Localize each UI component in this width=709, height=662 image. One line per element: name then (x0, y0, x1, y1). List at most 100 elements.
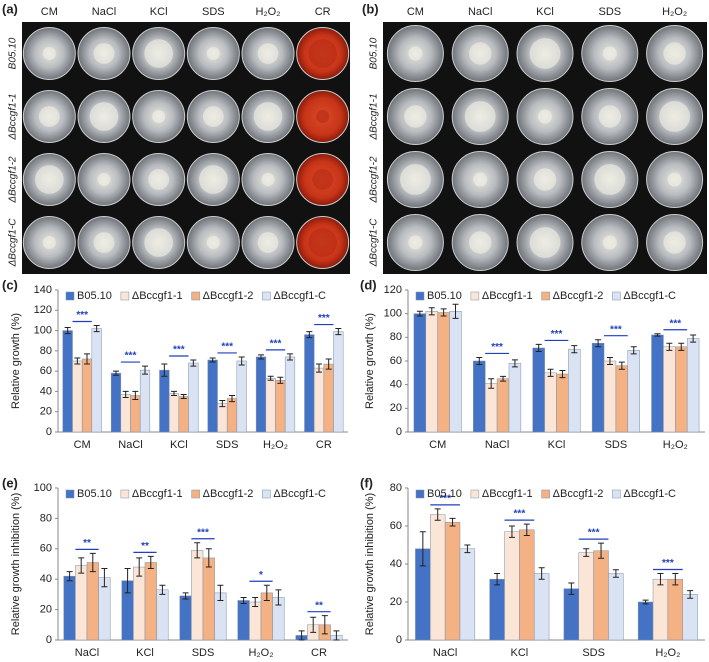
error-bar (113, 370, 119, 376)
significance-label: *** (588, 528, 600, 539)
bar (663, 346, 676, 433)
x-tick-label: CR (311, 647, 327, 659)
legend-swatch (541, 291, 550, 301)
bar (437, 312, 450, 433)
significance-label: ** (83, 538, 91, 549)
error-bar (476, 356, 483, 366)
colony (469, 42, 492, 65)
bar (130, 395, 141, 433)
error-bar (136, 557, 143, 577)
error-bar (66, 571, 73, 582)
column-label: SDS (598, 6, 621, 18)
y-tick-label: 0 (46, 634, 52, 646)
colony (253, 102, 283, 131)
y-tick-label: 80 (390, 331, 402, 343)
colony (93, 232, 115, 253)
column-label: NaCl (468, 6, 492, 18)
x-tick-label: KCl (170, 439, 188, 451)
panel-label: (d) (360, 277, 377, 292)
colony (35, 165, 64, 194)
error-bar (618, 361, 625, 370)
error-bar (464, 544, 471, 554)
y-tick-label: 40 (40, 385, 52, 397)
legend-swatch (262, 489, 271, 499)
x-tick-label: SDS (216, 439, 239, 451)
x-tick-label: NaCl (433, 647, 457, 659)
legend-swatch (612, 489, 621, 499)
colony (529, 227, 561, 258)
error-bar (606, 356, 613, 366)
legend-swatch (415, 291, 425, 301)
y-tick-label: 0 (396, 634, 402, 646)
y-tick-label: 60 (40, 365, 52, 377)
bar (284, 356, 296, 433)
error-bar (238, 356, 245, 366)
y-axis-label: Relative growth inhibition (%) (364, 493, 376, 635)
x-tick-label: KCl (511, 647, 529, 659)
bar (608, 573, 624, 641)
x-tick-label: CM (74, 439, 91, 451)
row-label: B05.10 (8, 37, 19, 69)
colony (206, 236, 220, 249)
error-bar (657, 573, 664, 586)
error-bar (171, 390, 177, 396)
error-bar (310, 616, 317, 633)
column-label: CR (315, 6, 331, 18)
error-bar (571, 345, 578, 354)
error-bar (568, 582, 575, 595)
legend-label: ΔBccgf1-C (623, 488, 676, 500)
x-tick-label: SDS (192, 647, 215, 659)
error-bar (440, 308, 447, 317)
error-bar (142, 365, 148, 375)
error-bar (190, 359, 197, 367)
error-bar (559, 369, 566, 379)
bar (255, 356, 267, 433)
significance-label: *** (270, 339, 282, 350)
y-tick-label: 20 (40, 406, 52, 418)
x-tick-label: H₂O₂ (263, 439, 288, 451)
bar (473, 360, 486, 433)
legend-label: ΔBccgf1-2 (553, 488, 604, 500)
legend-swatch (415, 489, 425, 499)
colony (400, 164, 431, 195)
bar (430, 514, 446, 641)
photo-background (22, 22, 350, 274)
error-bar (64, 327, 71, 335)
error-bar (205, 548, 212, 568)
bar (578, 552, 594, 641)
panel-label: (e) (2, 475, 18, 490)
colony (42, 236, 56, 249)
error-bar (630, 346, 637, 355)
legend-swatch (470, 489, 480, 499)
error-bar (263, 584, 270, 601)
bar (75, 565, 88, 641)
significance-label: *** (551, 329, 563, 340)
significance-label: *** (197, 527, 209, 538)
error-bar (488, 378, 495, 389)
error-bar (89, 552, 96, 573)
error-bar (538, 567, 545, 580)
error-bar (74, 357, 81, 365)
colony (659, 101, 690, 132)
colony (408, 46, 423, 61)
bar (188, 362, 199, 433)
legend-swatch (541, 489, 550, 499)
y-tick-label: 40 (390, 558, 402, 570)
colony (594, 164, 626, 195)
error-bar (298, 630, 305, 641)
y-tick-label: 80 (40, 345, 52, 357)
error-bar (275, 589, 282, 606)
error-bar (612, 569, 619, 578)
row-label: ΔBccgf1-C (8, 218, 19, 268)
bar (591, 343, 605, 433)
legend-label: ΔBccgf1-1 (132, 488, 183, 500)
x-tick-label: NaCl (118, 439, 142, 451)
bar (544, 372, 557, 433)
y-tick-label: 40 (390, 379, 402, 391)
bar (91, 328, 102, 433)
colony (42, 47, 56, 60)
error-bar (122, 390, 129, 399)
bar (139, 369, 151, 433)
colony (538, 109, 552, 124)
